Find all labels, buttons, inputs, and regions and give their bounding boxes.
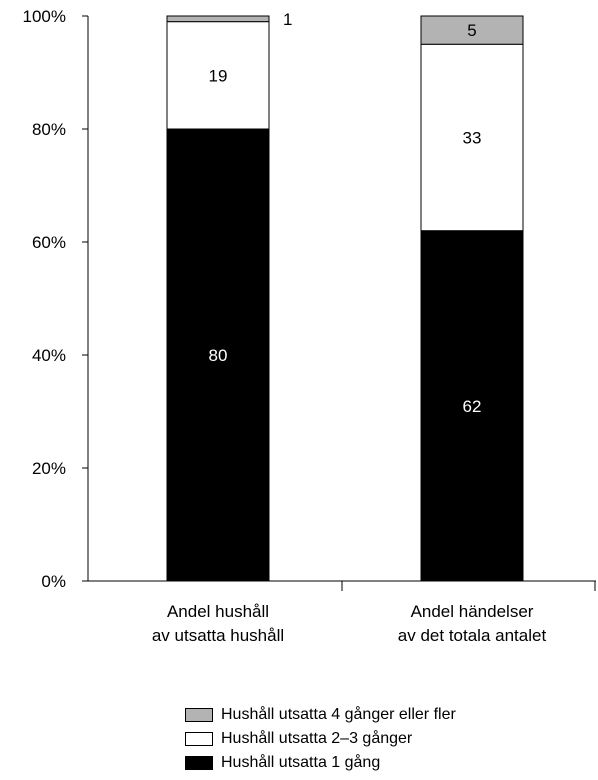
- x-category-label: av utsatta hushåll: [152, 626, 284, 645]
- legend-item: Hushåll utsatta 2–3 gånger: [185, 727, 456, 751]
- legend-swatch: [185, 708, 213, 722]
- bar-segment: [420, 15, 524, 45]
- stacked-bar-chart: 0% 20% 40% 60% 80% 100% 80 19 1 Andel hushåll av u…: [23, 7, 596, 645]
- bar-segment: [420, 230, 524, 582]
- y-tick-label: 80%: [32, 120, 66, 139]
- y-tick-label: 40%: [32, 346, 66, 365]
- y-tick-label: 0%: [41, 572, 66, 591]
- data-label: 5: [467, 21, 476, 40]
- bar-segment: [420, 43, 524, 232]
- legend-label: Hushåll utsatta 1 gång: [221, 754, 381, 771]
- data-label: 80: [209, 346, 228, 365]
- x-category-label: Andel hushåll: [167, 602, 269, 621]
- legend-label: Hushåll utsatta 4 gånger eller fler: [221, 706, 456, 723]
- legend-item: Hushåll utsatta 4 gånger eller fler: [185, 703, 456, 727]
- legend-swatch: [185, 756, 213, 770]
- legend: Hushåll utsatta 4 gånger eller fler Hushå…: [185, 703, 456, 775]
- x-category-label: av det totala antalet: [398, 626, 547, 645]
- legend-label: Hushåll utsatta 2–3 gånger: [221, 730, 413, 747]
- y-tick-label: 20%: [32, 459, 66, 478]
- data-label: 19: [209, 66, 228, 85]
- legend-item: Hushåll utsatta 1 gång: [185, 751, 456, 775]
- data-label: 1: [283, 10, 292, 29]
- bar-segment: [166, 21, 270, 130]
- x-category-label: Andel händelser: [411, 602, 534, 621]
- y-tick-label: 60%: [32, 233, 66, 252]
- data-label: 62: [463, 397, 482, 416]
- data-label: 33: [463, 128, 482, 147]
- legend-swatch: [185, 732, 213, 746]
- bar-segment: [166, 15, 270, 23]
- y-tick-label: 100%: [23, 7, 66, 26]
